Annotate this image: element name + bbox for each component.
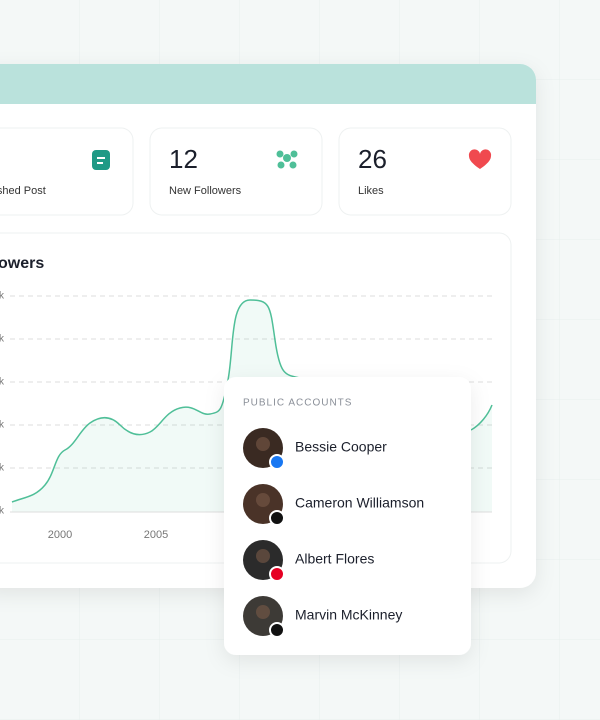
stat-value: 26: [358, 144, 387, 174]
platform-badge: [269, 566, 285, 582]
chart-title: owers: [0, 255, 44, 272]
stat-card: 12 New Followers: [149, 127, 323, 216]
platform-badge: [269, 510, 285, 526]
popup-title: PUBLIC ACCOUNTS: [243, 398, 352, 409]
stat-label: New Followers: [169, 185, 242, 197]
stat-label: Likes: [358, 185, 384, 197]
y-tick-label: k: [0, 506, 5, 517]
stat-card: lished Post: [0, 127, 134, 216]
y-tick-label: k: [0, 377, 5, 388]
account-name: Albert Flores: [295, 551, 374, 567]
platform-badge: [269, 454, 285, 470]
account-name: Marvin McKinney: [295, 607, 402, 623]
avatar-face: [256, 605, 270, 619]
stat-card: 26 Likes: [338, 127, 512, 216]
y-tick-label: k: [0, 420, 5, 431]
stat-label: lished Post: [0, 185, 46, 197]
avatar-face: [256, 549, 270, 563]
y-tick-label: k: [0, 334, 5, 345]
x-tick-label: 2000: [48, 529, 72, 541]
accounts-popup: PUBLIC ACCOUNTS Bessie Cooper Cameron Wil…: [224, 377, 471, 655]
avatar-face: [256, 493, 270, 507]
account-name: Cameron Williamson: [295, 495, 424, 511]
platform-badge: [269, 622, 285, 638]
x-tick-label: 2005: [144, 529, 168, 541]
y-tick-label: k: [0, 291, 5, 302]
account-name: Bessie Cooper: [295, 439, 387, 455]
y-tick-label: k: [0, 463, 5, 474]
avatar-face: [256, 437, 270, 451]
stat-value: 12: [169, 144, 198, 174]
